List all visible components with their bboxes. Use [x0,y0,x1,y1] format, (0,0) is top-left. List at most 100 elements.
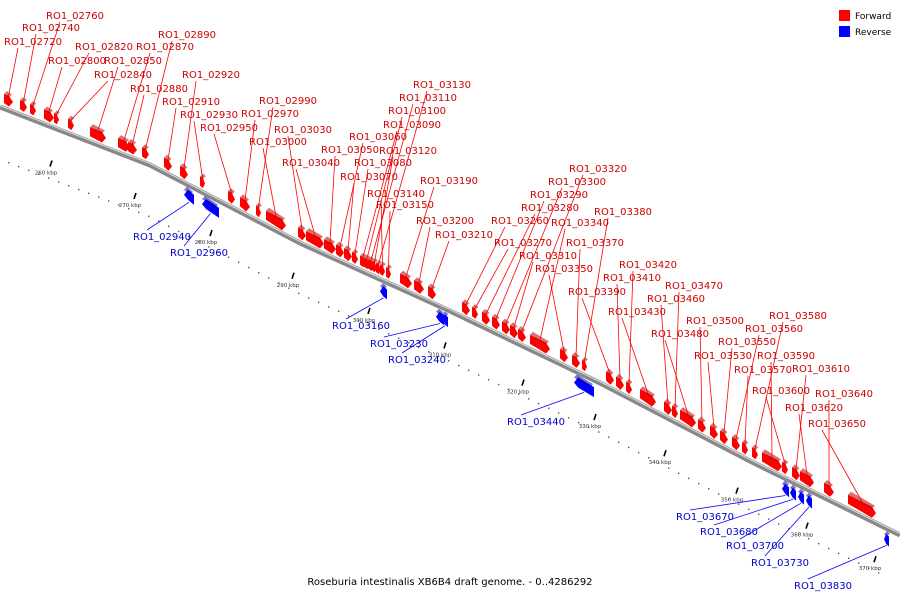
leader-line [8,47,19,96]
gene-label: RO1_03680 [700,527,758,538]
gene-arrow-top [798,488,805,495]
gene-label: RO1_03130 [413,80,471,91]
leader-line [548,274,565,352]
gene-label: RO1_03310 [519,251,577,262]
leader-line [575,248,581,357]
tick-mark [49,160,53,167]
scale-dot [418,346,420,349]
scale-dot [688,477,690,480]
gene-arrow [672,405,678,419]
gene-arrow [572,355,580,368]
leader-line [401,325,446,354]
gene-feature-ro1-03230 [436,308,444,326]
leader-line [339,142,364,247]
gene-arrow [462,302,470,316]
gene-arrow [710,425,718,439]
scale-dot [868,567,870,569]
gene-feature-ro1-03670 [782,480,789,498]
gene-feature-ro1-03210 [428,283,436,300]
map-caption: Roseburia intestinalis XB6B4 draft genom… [307,577,593,588]
gene-arrow-top [164,154,172,162]
scale-dot [598,431,600,433]
gene-feature-ro1-02760 [30,101,37,116]
gene-arrow [128,142,137,155]
leader-line [689,495,786,511]
scale-dot [68,184,70,187]
leader-line [495,200,545,319]
gene-arrow [574,377,594,398]
gene-feature-ro1-03340 [530,331,550,354]
backbone-track [0,104,900,538]
gene-feature-ro1-02880 [128,139,137,155]
scale-dot [528,398,530,400]
gene-label: RO1_03110 [399,93,457,104]
gene-arrow [436,311,444,326]
leader-line [474,248,509,309]
leader-line [539,228,566,340]
tick-mark [593,413,597,421]
gene-arrow [560,349,568,363]
gene-arrow-top [90,124,105,134]
leader-line [183,80,197,169]
gene-label: RO1_03370 [566,238,624,249]
scale-dot [488,379,490,381]
leader-line [505,187,563,324]
gene-arrow [428,286,436,300]
gene-label: RO1_03270 [494,238,552,249]
scale-dot [848,557,850,559]
gene-feature-ro1-02870 [118,135,130,152]
scale-ticks: 260 kbp 270 kbp 280 kbp 290 kbp 300 kbp 310 k… [35,160,882,572]
gene-label: RO1_03590 [757,351,815,362]
gene-feature-ro1-02930 [200,173,206,189]
scale-dot [38,173,40,175]
leader-line [807,544,887,580]
gene-arrow-top [790,484,797,491]
gene-features [4,91,890,547]
scale-dot [768,518,770,520]
gene-feature-ro1-03280 [482,308,490,325]
scale-dot [638,451,640,454]
scale-dot [378,328,380,331]
gene-arrow [164,157,172,171]
gene-feature-ro1-02910 [164,154,172,171]
scale-dot [328,306,330,308]
tick-label: 350 kbp [721,498,744,504]
gene-label: RO1_03210 [435,230,493,241]
gene-feature-ro1-03060 [336,241,344,258]
gene-label: RO1_03230 [370,339,428,350]
gene-label: RO1_03470 [665,281,723,292]
leader-line [287,135,303,230]
tick-mark [133,192,137,200]
gene-arrow [752,447,758,460]
gene-label: RO1_03430 [608,307,666,318]
gene-arrow-top [200,173,206,180]
legend-swatch [839,26,850,37]
gene-label: RO1_03610 [792,364,850,375]
gene-arrow [54,113,59,125]
tick-mark [873,555,877,563]
leader-line [362,130,398,258]
leader-line [354,168,369,254]
gene-arrow [762,452,782,472]
gene-feature-ro1-03610 [792,464,800,481]
gene-label: RO1_03300 [548,177,606,188]
tick-label: 280 kbp [195,240,218,246]
gene-feature-ro1-03600 [782,459,789,475]
gene-arrow [606,371,614,385]
scale-dot [518,393,520,395]
gene-arrow [376,263,381,275]
leader-line [465,226,506,305]
tick-label: 290 kbp [277,283,300,289]
gene-label: RO1_03340 [551,218,609,229]
gene-arrow-top [782,480,789,488]
gene-label: RO1_03260 [491,216,549,227]
leader-line [56,52,90,115]
gene-arrow [798,491,804,505]
gene-arrow [68,118,74,131]
gene-label: RO1_02820 [75,42,133,53]
scale-dot [858,562,860,564]
gene-label: RO1_03150 [376,200,434,211]
gene-feature-ro1-03560 [732,434,740,451]
gene-label: RO1_03480 [651,329,709,340]
